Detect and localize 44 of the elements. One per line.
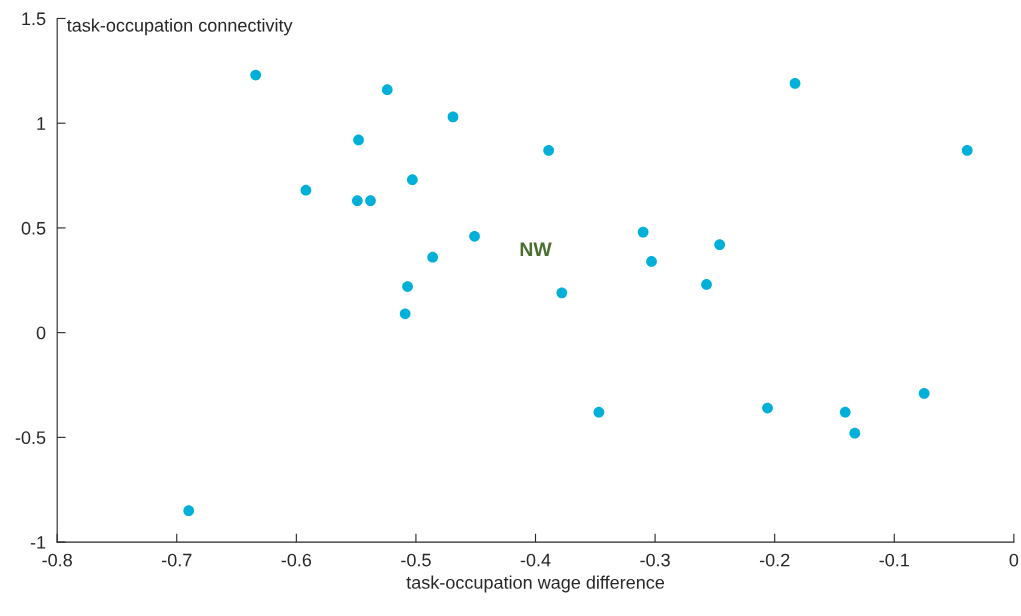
point <box>593 406 605 418</box>
y-tick-label: 0.5 <box>21 221 46 235</box>
point <box>839 406 851 418</box>
point <box>789 78 801 89</box>
y-tick-label: 1.5 <box>22 12 46 26</box>
point <box>961 145 973 156</box>
point <box>183 505 195 517</box>
x-tick-label: 0 <box>1009 553 1019 567</box>
point <box>646 256 657 267</box>
y-tick-label: -1 <box>30 536 46 549</box>
x-tick-label: -0.8 <box>42 553 72 567</box>
point <box>351 195 363 207</box>
x-tick-label: -0.4 <box>520 553 551 567</box>
point <box>381 84 393 96</box>
x-tick-label: -0.7 <box>162 553 192 567</box>
x-tick-label: -0.6 <box>281 553 312 567</box>
point <box>701 279 712 290</box>
x-axis-title: task-occupation wage difference <box>406 575 665 593</box>
point <box>427 251 439 263</box>
point <box>714 239 726 251</box>
x-tick-label: -0.3 <box>640 553 670 567</box>
x-tick-label: -0.2 <box>759 553 790 567</box>
x-tick-label: -0.5 <box>401 553 431 567</box>
point <box>365 195 376 207</box>
point <box>399 308 411 320</box>
point <box>406 174 418 186</box>
y-axis-title: task-occupation connectivity <box>67 18 293 36</box>
point <box>637 226 649 238</box>
y-tick-label: -0.5 <box>15 431 46 445</box>
y-tick-label: 0 <box>36 326 46 340</box>
y-tick-label: 1 <box>37 117 46 130</box>
point <box>469 230 480 242</box>
point <box>918 388 930 399</box>
point <box>353 134 364 146</box>
point <box>300 184 312 196</box>
annotation: NW <box>520 242 552 256</box>
point <box>447 111 459 123</box>
point <box>556 287 568 299</box>
point <box>849 427 861 439</box>
point <box>543 145 555 156</box>
point <box>762 402 773 414</box>
x-tick-label: -0.1 <box>879 553 909 567</box>
point <box>250 69 262 81</box>
point <box>402 281 413 292</box>
